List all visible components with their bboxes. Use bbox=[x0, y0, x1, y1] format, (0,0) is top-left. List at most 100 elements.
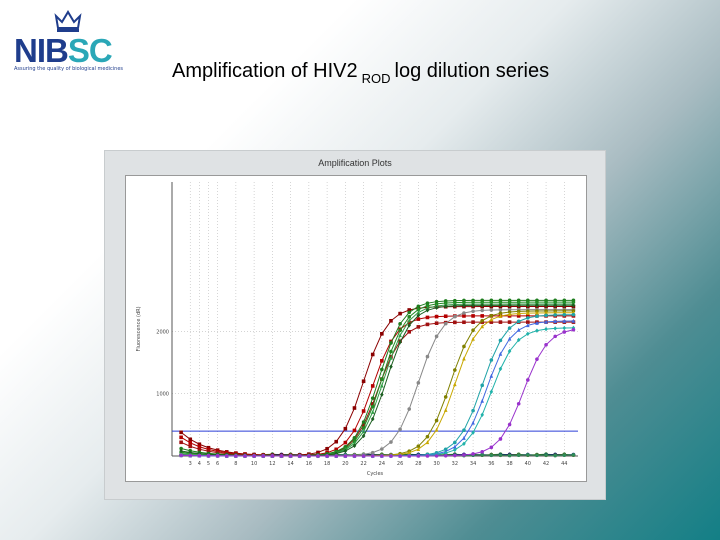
amplification-point bbox=[453, 440, 457, 445]
amplification-point bbox=[462, 356, 466, 361]
amplification-point bbox=[571, 318, 576, 323]
amplification-point bbox=[389, 364, 393, 369]
amplification-point bbox=[553, 326, 557, 331]
amplification-point bbox=[361, 420, 366, 424]
amplification-point bbox=[453, 447, 457, 453]
amplification-point bbox=[507, 326, 512, 330]
x-tick-label: 8 bbox=[234, 461, 237, 467]
nibsc-logo: NIBSC Assuring the quality of biological… bbox=[8, 8, 128, 78]
amplification-point bbox=[416, 444, 421, 448]
amplification-point bbox=[361, 454, 366, 458]
slide-title: Amplification of HIV2 ROD log dilution ser… bbox=[172, 60, 549, 86]
x-tick-label: 24 bbox=[379, 461, 385, 467]
amplification-point bbox=[571, 303, 576, 308]
amplification-point bbox=[398, 328, 402, 333]
amplification-point bbox=[443, 304, 448, 309]
amplification-point bbox=[316, 450, 320, 455]
amplification-point bbox=[498, 311, 503, 316]
amplification-point bbox=[562, 325, 567, 331]
baseline-point bbox=[516, 453, 521, 457]
amplification-point bbox=[544, 310, 548, 315]
amplification-point bbox=[489, 358, 494, 362]
amplification-point bbox=[480, 308, 485, 313]
amplification-point bbox=[453, 444, 457, 449]
amplification-point bbox=[352, 443, 357, 449]
x-tick-label: 26 bbox=[397, 461, 403, 467]
amplification-point bbox=[535, 328, 539, 333]
amplification-point bbox=[407, 320, 412, 325]
amplification-point bbox=[480, 449, 485, 454]
x-tick-label: 44 bbox=[561, 461, 567, 467]
amplification-point bbox=[334, 447, 339, 452]
amplification-point bbox=[471, 336, 475, 341]
amplification-point bbox=[489, 445, 494, 450]
amplification-point bbox=[434, 314, 439, 319]
amplification-point bbox=[197, 447, 202, 451]
amplification-point bbox=[443, 453, 448, 458]
amplification-point bbox=[316, 454, 320, 458]
amplification-point bbox=[425, 305, 430, 310]
amplification-point bbox=[334, 454, 339, 458]
amplification-point bbox=[562, 303, 567, 308]
amplification-point bbox=[443, 447, 448, 452]
amplification-point bbox=[416, 325, 421, 329]
amplification-point bbox=[507, 310, 512, 314]
amplification-point bbox=[407, 454, 412, 458]
logo-tagline: Assuring the quality of biological medic… bbox=[14, 66, 123, 72]
amplification-point bbox=[380, 377, 384, 381]
amplification-point bbox=[498, 437, 503, 441]
amplification-point bbox=[462, 314, 466, 318]
amplification-point bbox=[297, 454, 302, 458]
amplification-point bbox=[425, 308, 430, 313]
x-tick-label: 3 bbox=[189, 461, 192, 467]
amplification-point bbox=[352, 406, 357, 410]
amplification-point bbox=[544, 326, 548, 332]
amplification-point bbox=[471, 303, 475, 308]
y-tick-label: 1000 bbox=[156, 392, 169, 398]
amplification-point bbox=[498, 313, 503, 318]
amplification-point bbox=[425, 301, 430, 305]
amplification-point bbox=[553, 313, 557, 317]
amplification-point bbox=[361, 409, 366, 413]
amplification-point bbox=[370, 402, 375, 406]
amplification-point bbox=[516, 319, 521, 324]
x-tick-label: 40 bbox=[525, 461, 531, 467]
amplification-series bbox=[181, 303, 574, 457]
amplification-point bbox=[352, 428, 357, 433]
amplification-point bbox=[179, 435, 183, 440]
amplification-point bbox=[489, 303, 494, 308]
amplification-series bbox=[181, 304, 574, 457]
amplification-point bbox=[425, 322, 430, 327]
amplification-point bbox=[288, 454, 293, 458]
amplification-point bbox=[425, 440, 430, 445]
amplification-point bbox=[489, 389, 494, 395]
logo-text-nib: NIB bbox=[14, 32, 69, 69]
amplification-point bbox=[526, 316, 530, 320]
amplification-point bbox=[462, 435, 466, 440]
amplification-point bbox=[343, 454, 348, 458]
amplification-point bbox=[498, 338, 503, 343]
amplification-point bbox=[389, 349, 393, 354]
amplification-point bbox=[535, 310, 539, 315]
logo-text: NIBSC bbox=[14, 32, 113, 70]
amplification-point bbox=[389, 355, 393, 360]
amplification-point bbox=[544, 319, 548, 324]
amplification-point bbox=[544, 313, 548, 318]
amplification-point bbox=[425, 354, 430, 359]
amplification-point bbox=[179, 446, 183, 451]
amplification-point bbox=[453, 453, 457, 458]
amplification-point bbox=[526, 323, 530, 328]
amplification-point bbox=[553, 319, 557, 324]
amplification-point bbox=[425, 454, 430, 458]
x-tick-label: 32 bbox=[452, 461, 458, 467]
amplification-point bbox=[380, 447, 384, 451]
amplification-point bbox=[462, 311, 466, 315]
amplification-series bbox=[181, 320, 574, 457]
amplification-point bbox=[206, 453, 211, 458]
amplification-point bbox=[425, 434, 430, 439]
amplification-point bbox=[471, 430, 475, 435]
amplification-point bbox=[507, 336, 512, 341]
amplification-point bbox=[443, 314, 448, 319]
amplification-point bbox=[370, 450, 375, 455]
crown-icon bbox=[54, 10, 82, 32]
